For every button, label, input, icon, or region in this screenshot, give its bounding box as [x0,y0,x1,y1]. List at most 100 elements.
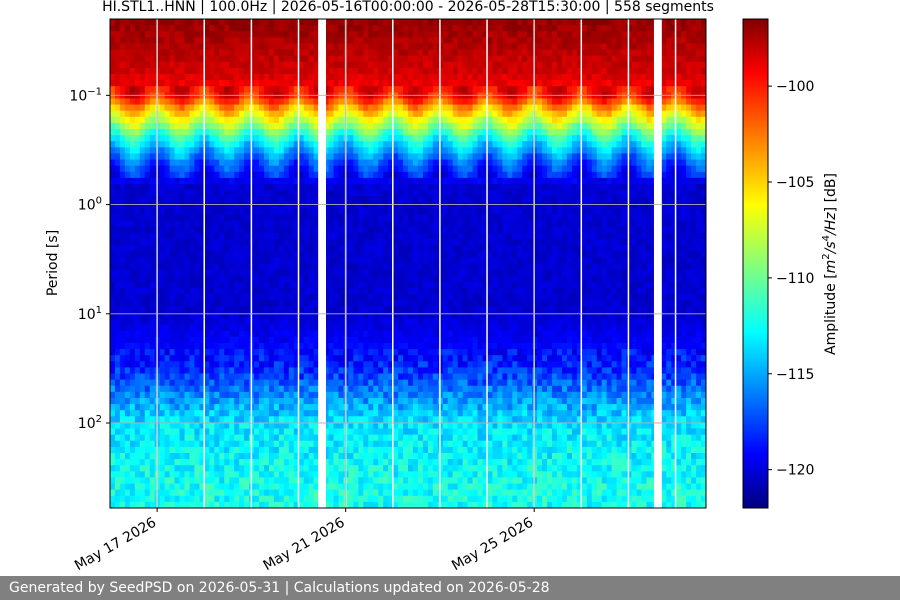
heatmap-cell [378,25,384,32]
heatmap-cell [412,49,419,57]
heatmap-cell [110,208,116,216]
heatmap-cell [189,135,196,142]
heatmap-cell [209,202,215,210]
heatmap-cell [467,19,474,26]
heatmap-cell [497,263,503,271]
heatmap-cell [497,31,503,38]
heatmap-cell [134,190,141,197]
heatmap-cell [616,86,623,93]
heatmap-cell [696,196,702,203]
heatmap-cell [472,67,479,75]
heatmap-cell [482,251,489,258]
heatmap-cell [144,104,151,112]
heatmap-cell [442,177,449,185]
heatmap-cell [333,177,340,185]
heatmap-cell [576,214,583,222]
heatmap-cell [149,251,156,258]
heatmap-cell [701,104,706,112]
heatmap-cell [596,67,603,75]
heatmap-cell [641,184,647,191]
heatmap-cell [576,86,583,93]
heatmap-cell [204,49,210,57]
heatmap-cell [383,74,389,81]
heatmap-cell [561,153,568,161]
heatmap-cell [234,232,240,240]
heatmap-cell [676,141,682,148]
heatmap-cell [124,74,131,81]
heatmap-cell [527,245,533,252]
heatmap-cell [527,43,533,51]
heatmap-cell [323,263,330,271]
heatmap-cell [522,165,528,173]
heatmap-cell [313,25,320,32]
heatmap-cell [472,98,479,106]
heatmap-cell [209,208,215,216]
heatmap-cell [278,129,285,136]
heatmap-cell [631,177,638,185]
heatmap-cell [696,208,702,216]
heatmap-cell [383,239,389,246]
heatmap-cell [214,245,220,252]
heatmap-cell [447,269,454,277]
heatmap-cell [263,153,270,161]
heatmap-cell [273,116,280,124]
heatmap-cell [263,147,270,155]
heatmap-cell [229,61,235,69]
heatmap-cell [542,196,548,203]
heatmap-cell [254,37,260,45]
heatmap-cell [616,147,623,155]
heatmap-cell [124,67,131,75]
heatmap-cell [259,122,265,130]
heatmap-cell [616,129,623,136]
heatmap-cell [313,116,320,124]
heatmap-cell [646,190,652,197]
heatmap-cell [278,177,285,185]
heatmap-cell [681,141,687,148]
heatmap-cell [621,214,628,222]
heatmap-cell [537,104,543,112]
heatmap-cell [393,263,399,271]
heatmap-cell [278,214,285,222]
heatmap-cell [591,171,598,179]
heatmap-cell [353,110,359,118]
heatmap-cell [214,190,220,197]
heatmap-cell [571,67,578,75]
heatmap-cell [239,159,245,167]
heatmap-cell [621,147,628,155]
heatmap-cell [542,208,548,216]
heatmap-cell [621,263,628,271]
heatmap-cell [552,245,558,252]
heatmap-cell [189,25,196,32]
heatmap-cell [139,177,146,185]
heatmap-cell [611,19,618,26]
heatmap-cell [542,129,548,136]
heatmap-cell [224,116,230,124]
heatmap-cell [110,104,116,112]
heatmap-cell [681,135,687,142]
heatmap-cell [686,129,692,136]
heatmap-cell [462,98,469,106]
heatmap-cell [557,116,563,124]
heatmap-cell [378,122,384,130]
heatmap-cell [482,263,489,271]
heatmap-cell [462,171,469,179]
heatmap-cell [268,214,275,222]
heatmap-cell [164,257,171,265]
heatmap-cell [412,25,419,32]
heatmap-cell [303,269,310,277]
heatmap-cell [184,135,191,142]
heatmap-cell [209,226,215,234]
heatmap-cell [691,177,697,185]
heatmap-cell [532,251,538,258]
heatmap-cell [527,19,533,26]
heatmap-cell [298,135,305,142]
heatmap-cell [701,141,706,148]
heatmap-cell [487,122,494,130]
heatmap-cell [547,129,553,136]
heatmap-cell [666,86,672,93]
heatmap-cell [701,208,706,216]
heatmap-cell [199,74,205,81]
heatmap-cell [378,43,384,51]
heatmap-cell [636,184,643,191]
heatmap-cell [298,202,305,210]
